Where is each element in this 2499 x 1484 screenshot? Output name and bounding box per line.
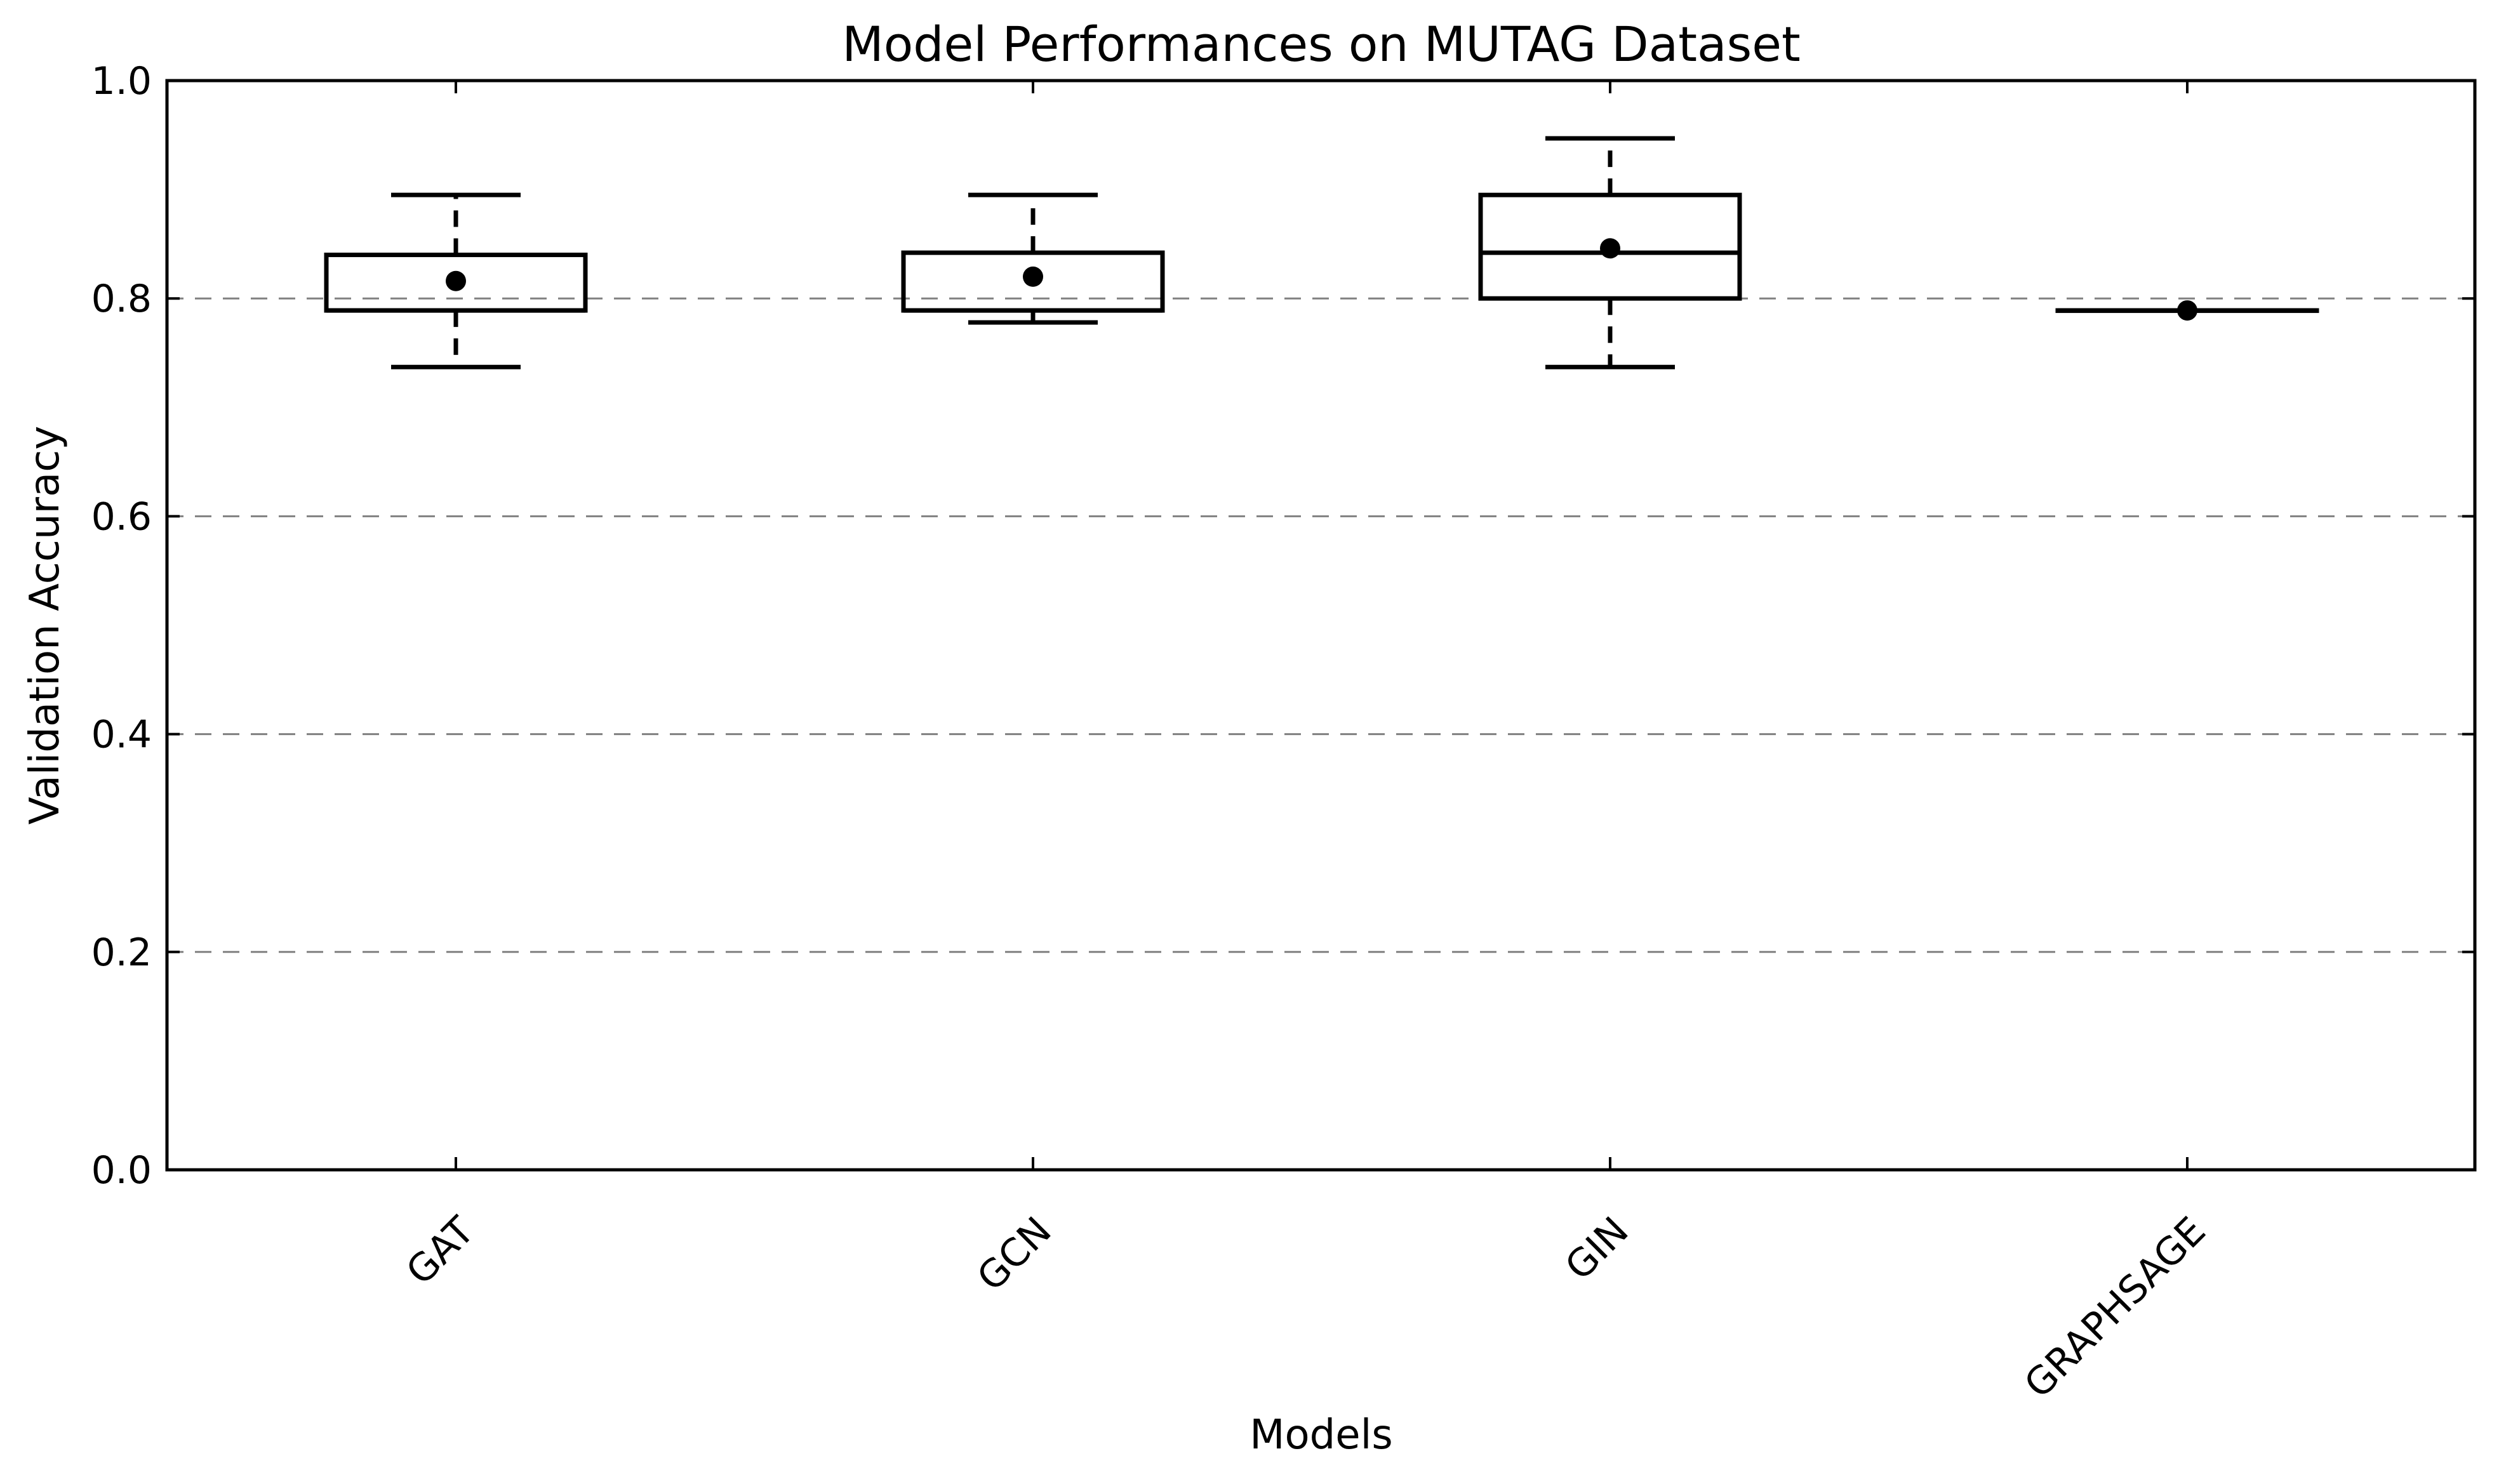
mean-marker xyxy=(446,270,466,291)
mean-marker xyxy=(1023,266,1043,287)
box-group-gat xyxy=(324,192,588,369)
box-group-gin xyxy=(1478,136,1742,369)
plot-frame xyxy=(165,79,2477,1172)
y-tick-label: 0.2 xyxy=(91,931,152,975)
box-group-graphsage xyxy=(2055,300,2319,321)
y-tick-label: 0.6 xyxy=(91,494,152,539)
box-iqr xyxy=(1478,192,1742,301)
y-tick-label: 0.4 xyxy=(91,713,152,757)
y-tick-label: 1.0 xyxy=(91,59,152,103)
grid-lines xyxy=(167,297,2475,953)
box-group-gcn xyxy=(901,192,1165,325)
boxes xyxy=(324,136,2319,369)
chart-title: Model Performances on MUTAG Dataset xyxy=(842,16,1801,72)
mean-marker xyxy=(1600,238,1620,259)
y-tick-label: 0.8 xyxy=(91,277,152,321)
y-tick-label: 0.0 xyxy=(91,1148,152,1193)
x-axis-title: Models xyxy=(1250,1412,1393,1459)
mean-marker xyxy=(2177,300,2197,321)
y-axis-title: Validation Accuracy xyxy=(22,426,69,825)
